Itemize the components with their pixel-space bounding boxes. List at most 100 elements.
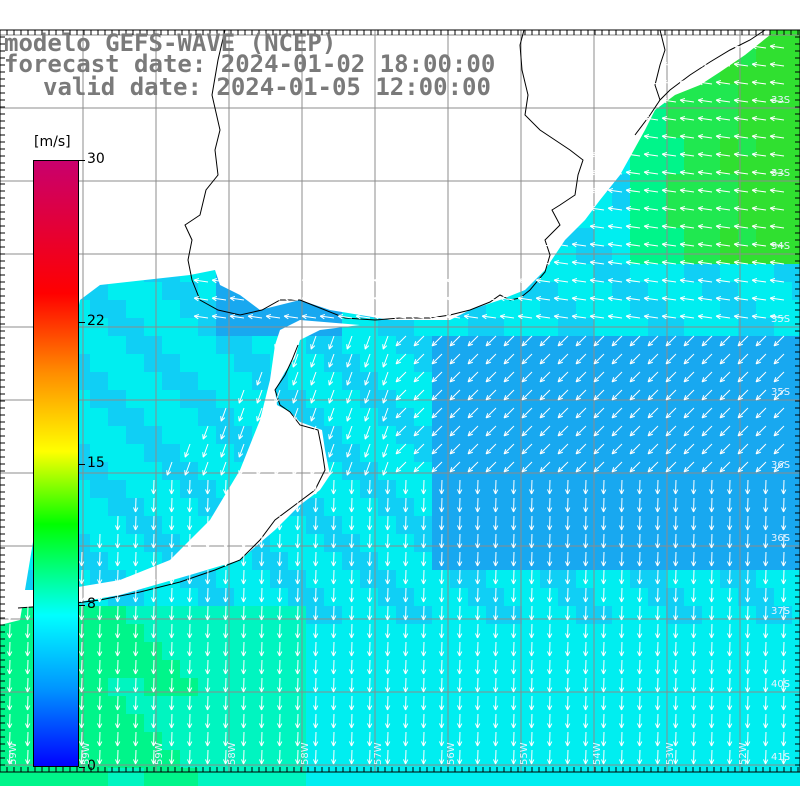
colorbar-tick-mark [79,160,85,161]
wind-arrow [493,695,499,711]
wind-arrow [421,659,427,675]
wind-arrow [769,224,785,230]
wind-arrow [733,152,749,158]
wind-arrow [485,353,497,365]
wind-arrow [697,80,713,86]
wind-arrow [313,713,319,729]
colorbar-frame [33,160,79,767]
wind-arrow [679,224,695,230]
wind-arrow [709,731,715,747]
wind-arrow [403,641,409,657]
wind-arrow [467,461,479,473]
wind-arrow [313,623,319,639]
wind-arrow [769,98,785,104]
wind-arrow [745,695,751,711]
latitude-label: 41S [771,752,791,763]
wind-arrow [697,296,713,302]
wind-arrow [367,659,373,675]
wind-arrow [295,497,301,513]
wind-arrow [331,605,337,621]
wind-arrow [697,260,713,266]
wind-arrow [256,407,263,422]
wind-arrow [133,587,139,603]
wind-arrow [709,479,715,495]
wind-arrow [763,749,769,765]
wind-arrow [457,533,463,549]
wind-arrow [97,749,103,765]
wind-arrow [679,134,695,140]
wind-arrow [679,242,695,248]
wind-arrow [97,551,103,567]
wind-arrow [427,278,443,284]
wind-arrow [391,296,407,302]
wind-arrow [619,515,625,531]
wind-arrow [583,695,589,711]
wind-arrow [385,497,391,513]
wind-arrow [385,659,391,675]
wind-arrow [755,389,767,401]
wind-arrow [665,461,677,473]
wind-arrow [737,389,749,401]
wind-arrow [241,587,247,603]
wind-arrow [557,407,569,419]
wind-arrow [493,641,499,657]
wind-arrow [277,641,283,657]
wind-arrow [521,443,533,455]
wind-arrow [565,731,571,747]
wind-arrow [349,479,355,495]
wind-arrow [665,353,677,365]
wind-arrow [313,659,319,675]
latitude-label: 37S [771,606,791,617]
wind-arrow [169,515,175,531]
wind-arrow [457,551,463,567]
wind-arrow [553,260,569,266]
wind-arrow [431,389,443,401]
wind-arrow [503,389,515,401]
wind-arrow [295,569,301,585]
wind-arrow [683,335,695,347]
wind-arrow [727,641,733,657]
wind-arrow [259,713,265,729]
wind-arrow [385,641,391,657]
wind-arrow [331,551,337,567]
wind-arrow [493,497,499,513]
latitude-label: 36S [771,533,791,544]
wind-arrow [733,314,749,320]
wind-arrow [367,749,373,765]
wind-arrow [313,641,319,657]
wind-arrow [697,170,713,176]
wind-arrow [274,425,281,440]
wind-arrow [133,677,139,693]
wind-arrow [187,731,193,747]
wind-arrow [403,515,409,531]
wind-arrow [733,116,749,122]
wind-arrow [557,335,569,347]
wind-arrow [709,605,715,621]
wind-arrow [583,641,589,657]
wind-arrow [445,314,461,320]
wind-arrow [241,623,247,639]
wind-arrow [733,80,749,86]
wind-arrow [403,731,409,747]
wind-arrow [310,425,317,440]
wind-arrow [295,749,301,765]
longitude-label: 59W [154,742,165,765]
wind-arrow [229,314,245,320]
wind-arrow [781,641,787,657]
wind-arrow [611,425,623,437]
wind-arrow [697,278,713,284]
wind-arrow [355,278,371,284]
wind-arrow [421,731,427,747]
wind-arrow [115,623,121,639]
wind-arrow [313,677,319,693]
wind-arrow [611,335,623,347]
wind-arrow [295,677,301,693]
wind-arrow [733,242,749,248]
wind-arrow [133,749,139,765]
wind-arrow [481,314,497,320]
wind-arrow [673,695,679,711]
longitude-label: 54W [592,742,603,765]
wind-arrow [367,677,373,693]
wind-arrow [439,677,445,693]
wind-arrow [395,389,407,401]
